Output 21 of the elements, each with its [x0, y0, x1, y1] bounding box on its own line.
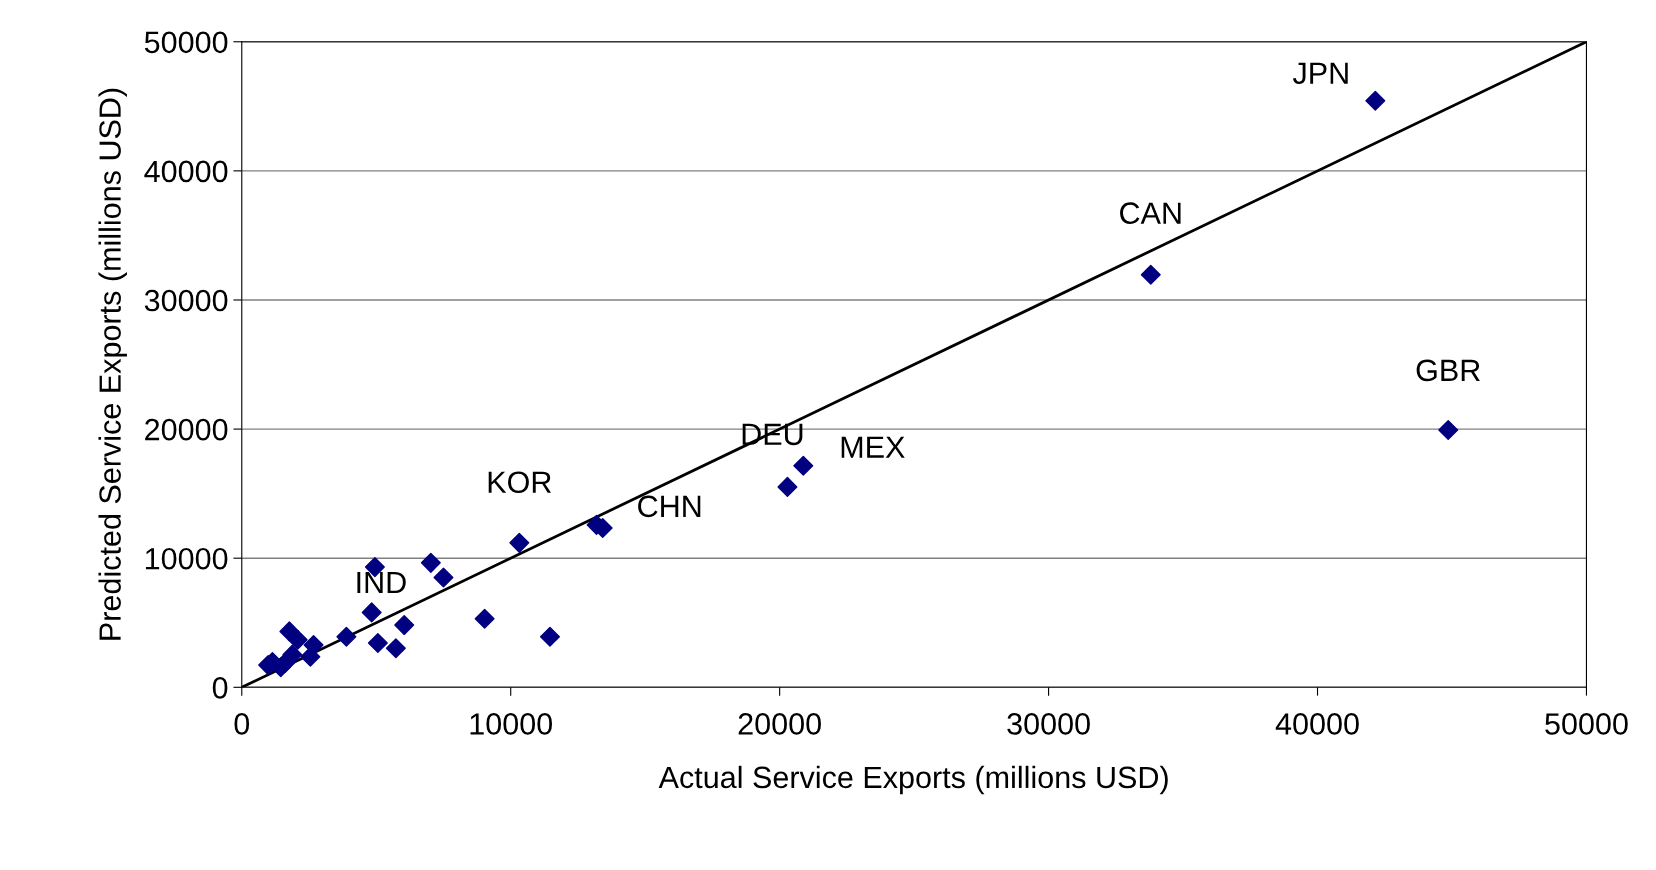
annotation: IND: [357, 571, 406, 593]
x-tick-label: 10000: [470, 713, 552, 735]
x-tick-label: 0: [234, 713, 250, 735]
y-tick-label: 50000: [144, 31, 228, 54]
annotation: CHN: [638, 495, 701, 518]
x-axis-title: Actual Service Exports (millions USD): [658, 765, 1168, 795]
y-tick-label: 10000: [145, 547, 228, 570]
y-tick-label: 30000: [144, 289, 228, 312]
annotation: GBR: [1416, 359, 1480, 382]
annotation: KOR: [488, 471, 552, 494]
x-tick-label: 30000: [1007, 713, 1090, 735]
y-axis-title: Predicted Service Exports (millions USD): [98, 88, 127, 640]
x-tick-label: 40000: [1275, 713, 1359, 735]
y-tick-label: 0: [212, 677, 228, 699]
x-tick-label: 50000: [1545, 713, 1628, 735]
annotation: MEX: [841, 436, 905, 458]
y-tick-label: 20000: [145, 418, 228, 441]
x-tick-label: 20000: [738, 713, 821, 735]
annotation: CAN: [1120, 202, 1181, 224]
y-tick-label: 40000: [144, 160, 228, 183]
annotation: JPN: [1292, 62, 1348, 84]
